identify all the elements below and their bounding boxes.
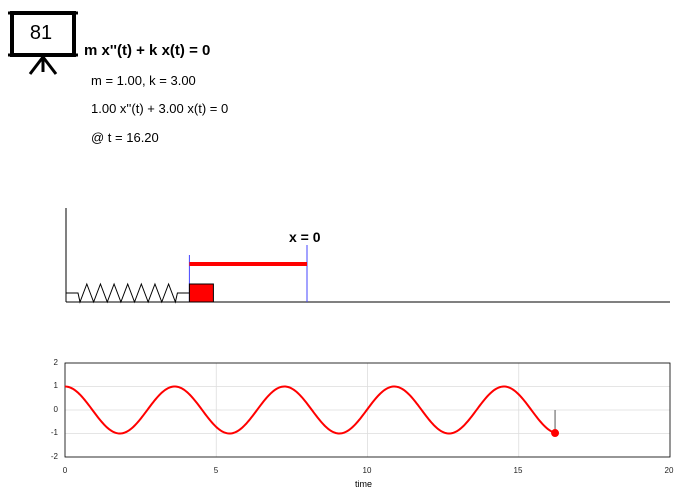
y-tick-label: -1	[50, 428, 58, 437]
plot-frame	[64, 362, 671, 458]
y-tick-label: 2	[53, 358, 58, 367]
parameters-text: m = 1.00, k = 3.00	[91, 73, 196, 88]
board-number: 81	[29, 22, 53, 44]
displacement-curve	[64, 385, 556, 435]
spring	[66, 282, 190, 304]
x-tick-label: 10	[362, 466, 372, 475]
numeric-equation-text: 1.00 x''(t) + 3.00 x(t) = 0	[91, 101, 229, 116]
x-tick-label: 5	[213, 466, 219, 475]
mass-block	[188, 283, 214, 303]
x-tick-label: 20	[664, 466, 674, 475]
equilibrium-label: x = 0	[289, 229, 321, 245]
x-axis-label: time	[355, 479, 373, 489]
current-time-text: @ t = 16.20	[91, 130, 159, 145]
equation-title: m x''(t) + k x(t) = 0	[84, 42, 211, 59]
x-tick-label: 0	[62, 466, 68, 475]
x-tick-label: 15	[513, 466, 523, 475]
spring-mass-scene	[65, 208, 670, 304]
y-tick-label: 0	[53, 405, 58, 414]
y-tick-label: -2	[50, 452, 58, 461]
y-tick-label: 1	[53, 381, 58, 390]
current-point-marker	[551, 429, 560, 438]
presentation-board-icon	[8, 11, 78, 75]
